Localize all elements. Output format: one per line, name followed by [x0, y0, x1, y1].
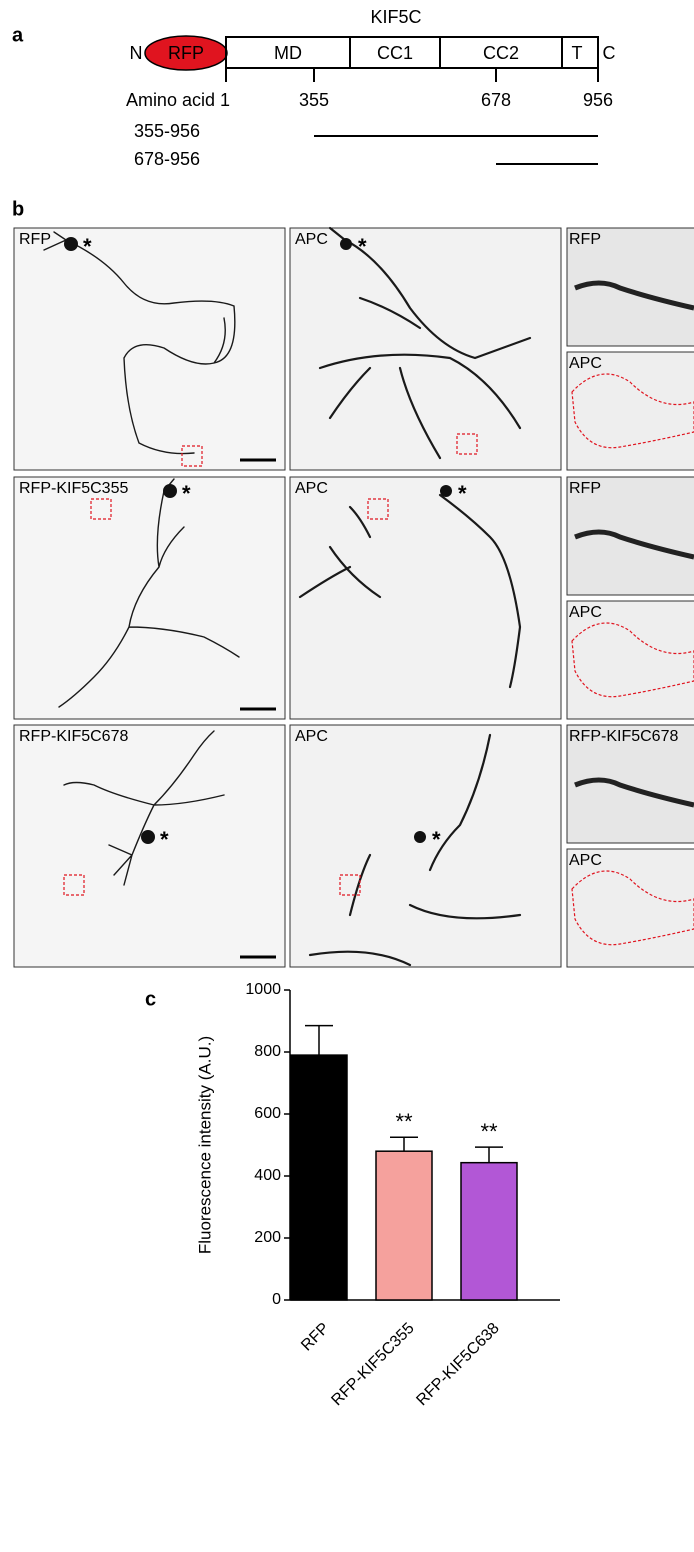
- asterisk: *: [458, 481, 467, 506]
- y-tick-label: 0: [272, 1291, 281, 1308]
- y-axis-label: Fluorescence intensity (A.U.): [195, 1036, 214, 1254]
- image-label: APC: [295, 728, 328, 745]
- micrograph: [14, 228, 285, 470]
- y-tick-label: 600: [254, 1105, 281, 1122]
- n-terminus: N: [130, 43, 143, 63]
- micrograph: [14, 725, 285, 967]
- y-tick-label: 400: [254, 1167, 281, 1184]
- soma: [440, 485, 452, 497]
- inset-label: APC: [569, 604, 602, 621]
- figure: a KIF5C N RFP MD CC1 CC2 TC Amino acid 1 355 678 95…: [0, 0, 694, 1552]
- inset-label: APC: [569, 852, 602, 869]
- position-label: 956: [583, 90, 613, 110]
- bar: [291, 1055, 347, 1300]
- soma: [141, 830, 155, 844]
- image-label: RFP: [19, 231, 51, 248]
- position-label: 355: [299, 90, 329, 110]
- construct-label: 355-956: [134, 121, 200, 141]
- c-terminus: C: [603, 43, 616, 63]
- construct-label: 678-956: [134, 149, 200, 169]
- asterisk: *: [83, 234, 92, 259]
- soma: [163, 484, 177, 498]
- asterisk: *: [182, 481, 191, 506]
- inset-label: RFP: [569, 231, 601, 248]
- axis-label: Amino acid 1: [126, 90, 230, 110]
- bar: [376, 1151, 432, 1300]
- y-tick-label: 200: [254, 1229, 281, 1246]
- panel-label: b: [12, 198, 24, 220]
- micrograph: [290, 725, 561, 967]
- image-label: APC: [295, 231, 328, 248]
- y-tick-label: 1000: [245, 981, 281, 998]
- image-label: RFP-KIF5C678: [19, 728, 128, 745]
- x-tick-label: RFP-KIF5C638: [413, 1320, 502, 1409]
- panel-label: c: [145, 988, 156, 1010]
- domain-label: MD: [274, 43, 302, 63]
- position-label: 678: [481, 90, 511, 110]
- inset-label: APC: [569, 355, 602, 372]
- inset-label: RFP-KIF5C678: [569, 728, 678, 745]
- y-tick-label: 800: [254, 1043, 281, 1060]
- x-tick-label: RFP: [298, 1320, 333, 1355]
- domain-label: CC1: [377, 43, 413, 63]
- micrograph: [14, 477, 285, 719]
- panel-label: a: [12, 24, 24, 46]
- soma: [64, 237, 78, 251]
- image-label: APC: [295, 480, 328, 497]
- inset-label: RFP: [569, 480, 601, 497]
- significance: **: [480, 1119, 498, 1144]
- asterisk: *: [358, 234, 367, 259]
- micrograph: [290, 477, 561, 719]
- domain-label: CC2: [483, 43, 519, 63]
- domain-label: RFP: [168, 43, 204, 63]
- domain-label: T: [572, 43, 583, 63]
- asterisk: *: [160, 827, 169, 852]
- asterisk: *: [432, 827, 441, 852]
- bar: [461, 1163, 517, 1300]
- significance: **: [395, 1109, 413, 1134]
- image-label: RFP-KIF5C355: [19, 480, 128, 497]
- x-tick-label: RFP-KIF5C355: [328, 1320, 417, 1409]
- soma: [414, 831, 426, 843]
- protein-name: KIF5C: [370, 7, 421, 27]
- soma: [340, 238, 352, 250]
